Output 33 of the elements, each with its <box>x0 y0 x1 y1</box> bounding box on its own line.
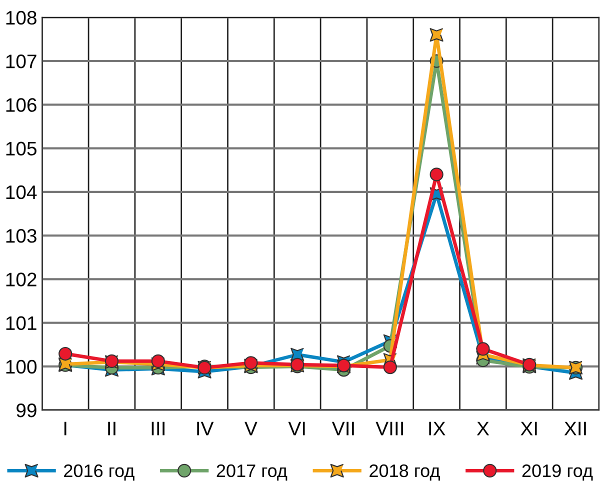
legend-label: 2019 год <box>522 464 593 481</box>
y-tick-label: 105 <box>6 142 36 156</box>
point <box>151 354 165 368</box>
legend-label: 2016 год <box>64 464 134 481</box>
x-tick-label: XI <box>520 422 537 436</box>
point <box>58 346 72 361</box>
point <box>383 360 397 374</box>
x-tick-label: VIII <box>376 422 403 436</box>
y-tick-label: 103 <box>6 228 36 243</box>
x-tick-label: XII <box>564 422 586 436</box>
x-tick-label: VI <box>288 422 305 436</box>
legend-label: 2017 год <box>216 464 288 481</box>
x-tick-label: IV <box>197 422 214 436</box>
y-tick-label: 107 <box>6 54 36 68</box>
legend-label: 2018 год <box>370 464 440 481</box>
y-tick-label: 99 <box>16 403 36 418</box>
y-tick-label: 104 <box>6 185 37 200</box>
point <box>430 28 444 42</box>
point <box>244 356 258 370</box>
x-tick-label: II <box>108 422 116 436</box>
y-tick-label: 102 <box>6 272 36 286</box>
point <box>430 168 444 182</box>
y-tick-label: 106 <box>6 98 36 112</box>
y-tick-label: 108 <box>6 10 36 25</box>
y-tick-label: 100 <box>6 360 37 374</box>
x-tick-label: X <box>476 422 490 436</box>
x-tick-label: III <box>152 422 164 436</box>
point <box>476 342 490 356</box>
x-tick-label: V <box>244 422 258 436</box>
x-tick-label: VII <box>332 422 354 436</box>
x-tick-label: I <box>64 422 66 436</box>
y-tick-label: 101 <box>6 316 36 330</box>
x-tick-label: IX <box>429 422 446 436</box>
